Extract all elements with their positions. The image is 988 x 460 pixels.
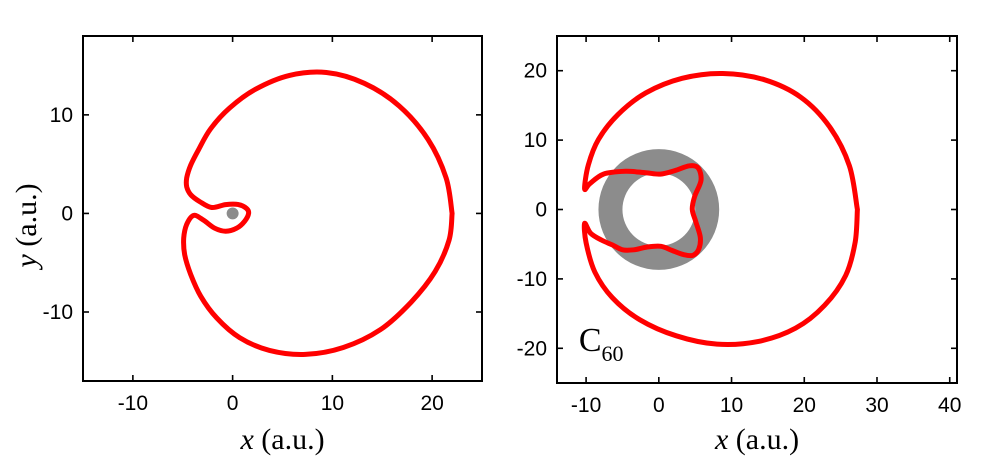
y-tick-label: 20 (524, 60, 547, 83)
c60-annotation: C60 (579, 322, 624, 366)
x-tick-label: 0 (227, 392, 239, 415)
y-tick-label: 0 (535, 199, 547, 222)
x-axis-label-unit: (a.u.) (254, 423, 325, 456)
trajectory-line (581, 70, 860, 347)
plot-frame (82, 35, 483, 382)
x-axis-label: x (a.u.) (714, 423, 799, 456)
x-axis-label-variable: x (239, 423, 254, 456)
c60-shell (598, 149, 720, 270)
trajectory-line (181, 69, 455, 357)
y-tick-label: 10 (524, 129, 547, 152)
y-axis-label: y (a.u.) (10, 183, 43, 270)
x-tick-label: 0 (653, 394, 665, 417)
y-tick-label: -20 (517, 337, 547, 360)
x-axis-label: x (a.u.) (239, 423, 324, 456)
x-tick-label: 10 (720, 394, 743, 417)
annotation-base: C (579, 322, 602, 359)
y-tick-label: 0 (61, 202, 73, 225)
annotation-subscript: 60 (602, 341, 624, 366)
y-axis-label-unit: (a.u.) (10, 183, 43, 254)
x-tick-label: 40 (938, 394, 961, 417)
y-tick-label: -10 (43, 301, 73, 324)
x-tick-label: 20 (420, 392, 443, 415)
y-tick-label: -10 (517, 268, 547, 291)
x-tick-label: 20 (793, 394, 816, 417)
right-panel: -10 0 10 20 30 40 -20 -10 0 10 20 x (a.u.) C60 (517, 35, 961, 456)
y-tick-label: 10 (50, 104, 73, 127)
nucleus-marker (226, 207, 239, 220)
x-tick-label: 30 (865, 394, 888, 417)
x-axis-label-unit: (a.u.) (728, 423, 799, 456)
x-axis-label-variable: x (714, 423, 729, 456)
x-tick-label: -10 (571, 394, 601, 417)
y-axis-label-variable: y (10, 254, 43, 271)
x-tick-label: 10 (321, 392, 344, 415)
x-tick-label: -10 (118, 392, 148, 415)
